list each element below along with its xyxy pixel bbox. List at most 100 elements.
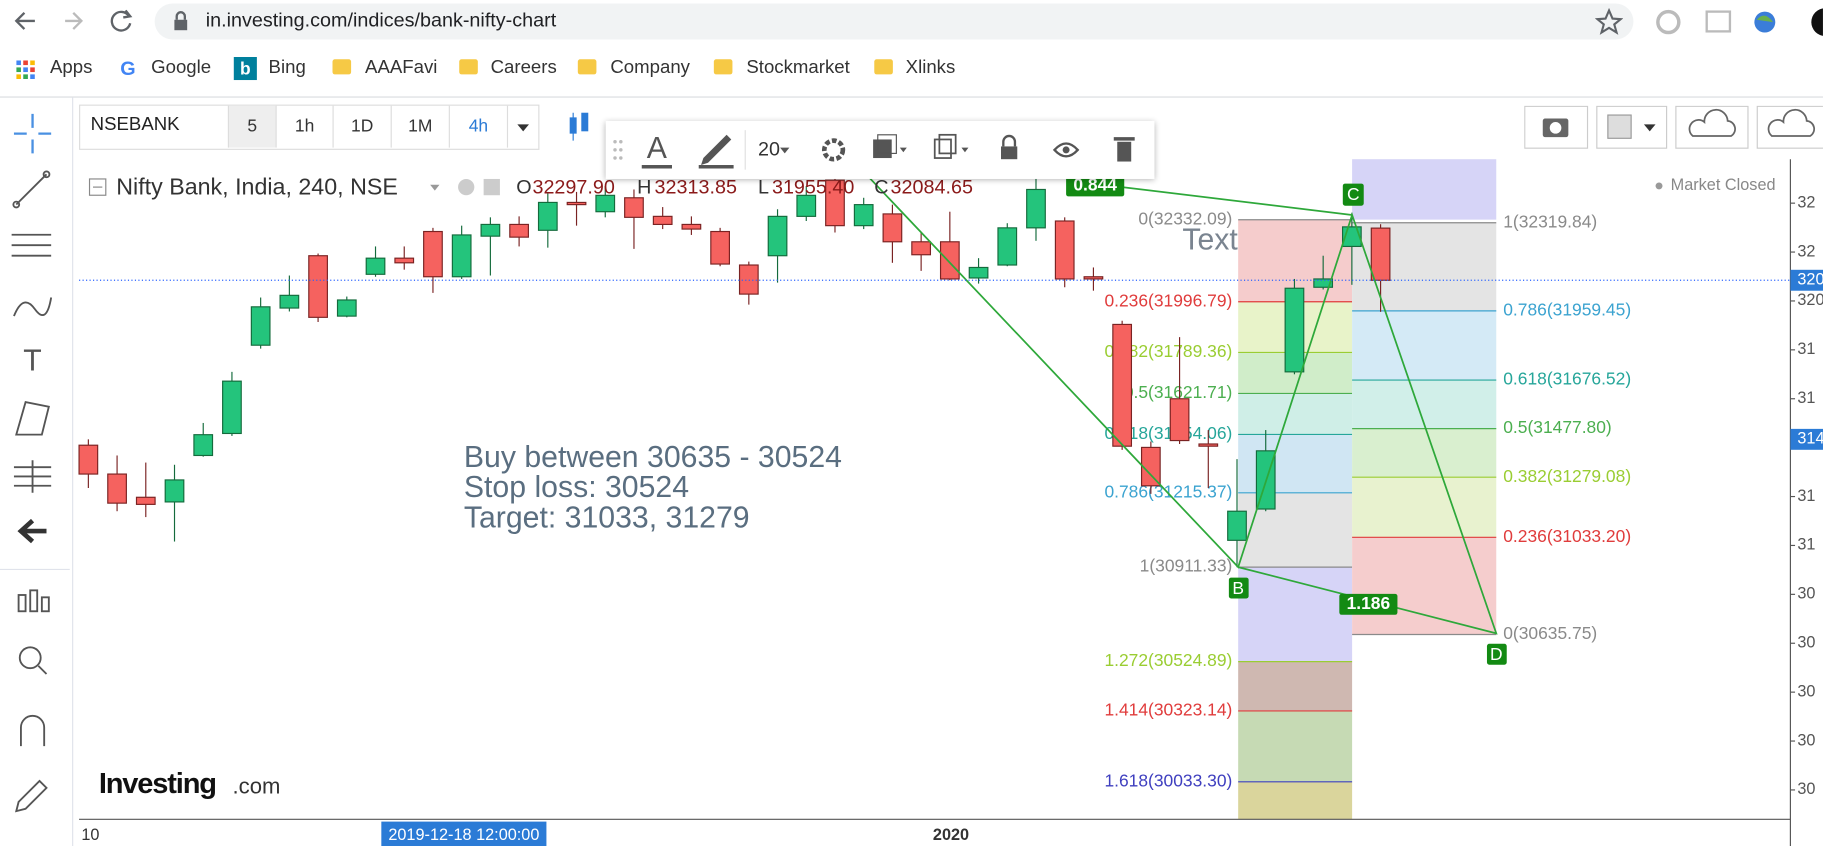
fib-label: 0.786(31215.37) <box>1104 481 1232 501</box>
candle-body <box>681 223 702 230</box>
fib-label: 1.272(30524.89) <box>1104 650 1232 670</box>
fib-label: 0.618(31454.06) <box>1104 423 1232 443</box>
text-drawing[interactable]: Text <box>1182 224 1238 257</box>
chart-type-button[interactable] <box>553 106 600 148</box>
annotation-line[interactable]: Buy between 30635 - 30524 <box>464 441 842 474</box>
bookmark[interactable]: Careers <box>490 58 557 78</box>
candle-body <box>796 194 817 217</box>
crosshair-time-tag <box>381 821 547 846</box>
interval-button[interactable]: 1h <box>275 105 333 148</box>
y-tick-label: 32 <box>1797 242 1815 260</box>
bookmark[interactable]: Apps <box>49 58 93 78</box>
fib-band <box>1238 393 1353 435</box>
y-tick-label: 30 <box>1797 634 1815 652</box>
settings-icon[interactable] <box>483 178 500 196</box>
ohlc-key: O <box>516 176 531 198</box>
fib-band <box>1352 310 1497 381</box>
candle-body <box>78 444 99 475</box>
candle-body <box>767 215 788 257</box>
annotation-line[interactable]: Stop loss: 30524 <box>464 471 689 504</box>
harmonic-pattern <box>865 173 1498 635</box>
interval-dropdown[interactable] <box>506 105 538 148</box>
folder-icon <box>713 59 733 75</box>
candle-body <box>107 473 127 504</box>
candle-body <box>1054 220 1075 280</box>
x-tick-label: 2019-12-18 12:00:00 <box>388 826 539 844</box>
y-tick-label: 30 <box>1797 780 1815 798</box>
apps-icon[interactable] <box>16 60 35 80</box>
bookmark[interactable]: Xlinks <box>905 58 956 78</box>
candle-body <box>509 223 529 238</box>
candle-body <box>1370 227 1391 281</box>
title-dropdown[interactable] <box>430 184 440 191</box>
bookmark[interactable]: Bing <box>268 58 306 78</box>
candle-body <box>1284 287 1305 373</box>
bookmarks-bar <box>0 44 1823 98</box>
candle-body <box>882 213 903 243</box>
fib-band <box>1352 159 1497 220</box>
price-tag-label: 320 <box>1797 271 1823 289</box>
candle-body <box>997 227 1018 266</box>
svg-text:b: b <box>240 58 251 78</box>
fib-label: 0.236(31996.79) <box>1104 290 1232 310</box>
interval-button[interactable]: 5 <box>227 105 276 148</box>
fib-label: 0.786(31959.45) <box>1503 299 1631 319</box>
symbol[interactable]: NSEBANK <box>90 115 180 135</box>
url-text[interactable]: in.investing.com/indices/bank-nifty-char… <box>205 9 557 32</box>
ohlc-value: 32297.90 <box>532 176 614 198</box>
candle-body <box>451 234 472 278</box>
fib-band <box>1352 428 1497 478</box>
fib-label: 0.236(31033.20) <box>1503 526 1631 546</box>
candle-body <box>1169 398 1190 442</box>
status-dot <box>1655 182 1663 190</box>
eye-icon[interactable] <box>458 178 475 196</box>
bookmark[interactable]: Google <box>151 58 212 78</box>
interval-button[interactable]: 1D <box>332 105 391 148</box>
bookmark[interactable]: AAAFavi <box>365 58 438 78</box>
nav-buttons[interactable] <box>0 0 163 44</box>
left-toolbar[interactable]: T <box>0 97 74 846</box>
x-tick-label: 10 <box>81 826 99 844</box>
bookmark[interactable]: Company <box>610 58 690 78</box>
candle-body <box>135 496 156 505</box>
annotation-line[interactable]: Target: 31033, 31279 <box>464 501 750 534</box>
plot-area <box>79 159 1791 820</box>
candle-body <box>1313 278 1334 288</box>
y-tick-label: 31 <box>1797 536 1815 554</box>
fib-label: 0.5(31621.71) <box>1124 382 1233 402</box>
star-icon[interactable] <box>1595 8 1623 36</box>
fib-band <box>1238 661 1353 711</box>
right-toolbar[interactable] <box>1524 105 1823 150</box>
url-field[interactable] <box>154 3 1634 40</box>
pattern-point: C <box>1347 184 1360 204</box>
candle-body <box>308 255 328 318</box>
y-tick-label: 30 <box>1797 682 1815 700</box>
interval-button-active[interactable]: 4h <box>448 105 507 148</box>
fib-band <box>1352 477 1497 538</box>
svg-text:T: T <box>23 345 41 378</box>
pattern-ratio: 1.186 <box>1347 593 1391 613</box>
candle-body <box>968 266 989 279</box>
collapse-icon[interactable] <box>88 178 107 196</box>
fib-band <box>1238 567 1353 662</box>
candle-body <box>394 257 415 264</box>
font-size-select[interactable]: 20 <box>758 138 781 161</box>
candle-body <box>652 215 673 226</box>
logo: Investing <box>99 768 216 800</box>
y-tick-label: 30 <box>1797 731 1815 749</box>
extension-icons[interactable] <box>1651 6 1823 39</box>
candle-body <box>193 434 214 457</box>
fib-label: 1(30911.33) <box>1140 556 1233 576</box>
fib-label: 1.618(30033.30) <box>1104 770 1232 790</box>
y-tick-label: 31 <box>1797 389 1815 407</box>
interval-button[interactable]: 1M <box>390 105 449 148</box>
candle-body <box>279 294 300 309</box>
chart-title: Nifty Bank, India, 240, NSE <box>116 173 398 199</box>
ohlc-value: 32084.65 <box>891 176 973 198</box>
drawing-toolbar-icons[interactable]: A <box>606 121 1155 179</box>
svg-text:A: A <box>647 132 668 165</box>
candle-body <box>566 201 587 206</box>
bookmark[interactable]: Stockmarket <box>746 58 850 78</box>
price-tag <box>1790 269 1823 291</box>
